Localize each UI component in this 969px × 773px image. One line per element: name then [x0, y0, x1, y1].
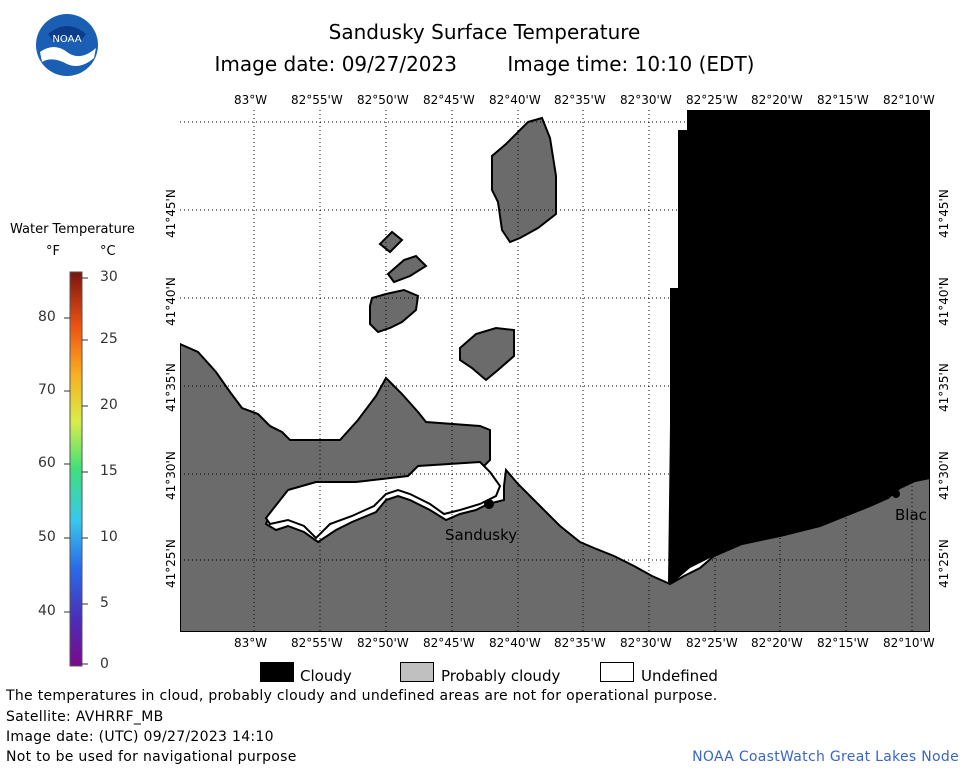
lat-label: 41°45'N [164, 189, 178, 238]
lon-label: 82°20'W [751, 93, 803, 107]
lon-label: 82°50'W [357, 93, 409, 107]
island-small-2 [386, 254, 428, 284]
footer-disclaimer: The temperatures in cloud, probably clou… [6, 688, 718, 704]
lon-label: 82°40'W [489, 93, 541, 107]
lat-label: 41°25'N [164, 539, 178, 588]
colorbar-c-label: 20 [100, 397, 118, 413]
footer-navigation-note: Not to be used for navigational purpose [6, 749, 297, 765]
colorbar-c-label: 30 [100, 269, 118, 285]
lat-label: 41°40'N [937, 277, 951, 326]
key-swatch-probably-cloudy [400, 662, 434, 682]
map-title: Sandusky Surface Temperature [328, 20, 641, 44]
image-time: Image time: 10:10 (EDT) [507, 52, 755, 76]
image-date: Image date: 09/27/2023 [214, 52, 457, 76]
colorbar-c-label: 25 [100, 331, 118, 347]
colorbar-c-label: 0 [100, 656, 109, 672]
lon-label: 82°25'W [686, 636, 738, 650]
lon-label: 82°15'W [817, 636, 869, 650]
city-label-sandusky: Sandusky [445, 526, 518, 544]
key-label-probably-cloudy: Probably cloudy [441, 667, 561, 685]
lat-label: 41°35'N [164, 363, 178, 412]
island-north [491, 116, 557, 244]
lat-label: 41°45'N [937, 189, 951, 238]
lon-label: 82°55'W [291, 93, 343, 107]
noaa-logo-icon: NOAA [36, 14, 98, 76]
lon-label: 82°45'W [423, 636, 475, 650]
city-label-blac: Blac [895, 506, 927, 524]
unit-fahrenheit: °F [46, 244, 60, 259]
island-central [459, 326, 515, 382]
lon-label: 82°35'W [554, 636, 606, 650]
footer-satellite: Satellite: AVHRRF_MB [6, 709, 164, 725]
lon-label: 83°W [234, 636, 268, 650]
colorbar-c-label: 15 [100, 463, 118, 479]
land-mainland [180, 342, 930, 632]
lon-label: 82°55'W [291, 636, 343, 650]
colorbar-f-label: 50 [38, 529, 56, 545]
footer-credit: NOAA CoastWatch Great Lakes Node [692, 749, 959, 765]
blac-marker [892, 490, 900, 498]
temperature-map [180, 110, 930, 632]
key-swatch-undefined [600, 662, 634, 682]
key-swatch-cloudy [260, 662, 294, 682]
lon-label: 83°W [234, 93, 268, 107]
colorbar-c-label: 10 [100, 529, 118, 545]
lon-label: 82°40'W [489, 636, 541, 650]
unit-celsius: °C [100, 244, 116, 259]
lat-label: 41°40'N [164, 277, 178, 326]
key-label-cloudy: Cloudy [300, 667, 352, 685]
lat-label: 41°30'N [937, 451, 951, 500]
footer-utc-date: Image date: (UTC) 09/27/2023 14:10 [6, 729, 274, 745]
lat-label: 41°30'N [164, 451, 178, 500]
lon-label: 82°15'W [817, 93, 869, 107]
colorbar-f-label: 40 [38, 603, 56, 619]
colorbar-c-label: 5 [100, 595, 109, 611]
image-date-time: Image date: 09/27/2023 Image time: 10:10… [0, 52, 969, 76]
lon-label: 82°20'W [751, 636, 803, 650]
colorbar-title: Water Temperature [10, 222, 135, 237]
cloud-area [668, 110, 930, 584]
lon-label: 82°30'W [620, 93, 672, 107]
lon-label: 82°10'W [883, 636, 935, 650]
lon-label: 82°30'W [620, 636, 672, 650]
colorbar-f-label: 80 [38, 309, 56, 325]
colorbar-f-label: 70 [38, 382, 56, 398]
lat-label: 41°25'N [937, 539, 951, 588]
lon-label: 82°25'W [686, 93, 738, 107]
lat-label: 41°35'N [937, 363, 951, 412]
temperature-colorbar [64, 271, 88, 667]
undefined-bay [264, 460, 502, 540]
colorbar-f-label: 60 [38, 455, 56, 471]
sandusky-marker [484, 499, 494, 509]
lon-label: 82°35'W [554, 93, 606, 107]
island-west [369, 288, 420, 334]
lon-label: 82°10'W [883, 93, 935, 107]
lon-label: 82°50'W [357, 636, 409, 650]
key-label-undefined: Undefined [641, 667, 718, 685]
graticule [180, 110, 930, 632]
svg-text:NOAA: NOAA [52, 34, 81, 45]
lon-label: 82°45'W [423, 93, 475, 107]
